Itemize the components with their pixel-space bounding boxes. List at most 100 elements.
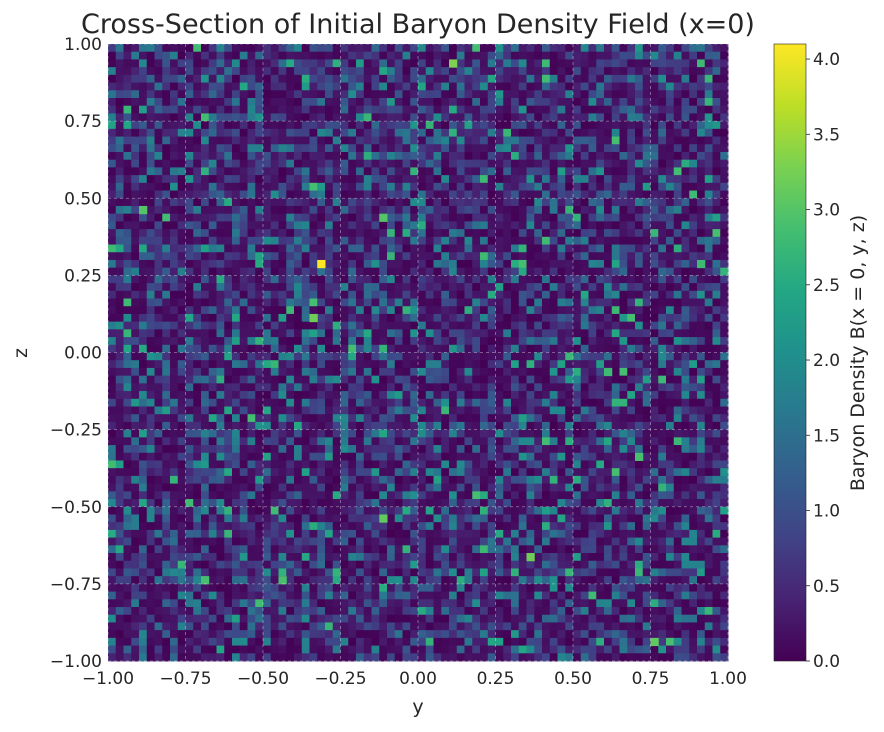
heatmap-cell [689, 51, 698, 60]
heatmap-cell [139, 229, 148, 238]
heatmap-cell [495, 144, 504, 153]
heatmap-cell [441, 121, 450, 130]
heatmap-cell [193, 452, 202, 461]
heatmap-cell [139, 259, 148, 269]
heatmap-cell [131, 437, 140, 446]
heatmap-cell [573, 252, 582, 261]
heatmap-cell [480, 429, 489, 438]
heatmap-cell [317, 128, 326, 138]
heatmap-cell [371, 337, 380, 346]
heatmap-cell [356, 82, 365, 91]
heatmap-cell [139, 398, 148, 407]
heatmap-cell [371, 190, 380, 199]
heatmap-cell [131, 306, 140, 315]
heatmap-cell [379, 44, 388, 53]
heatmap-cell [216, 506, 225, 515]
heatmap-cell [309, 121, 318, 130]
heatmap-cell [410, 59, 419, 68]
heatmap-cell [394, 383, 403, 392]
heatmap-cell [673, 167, 682, 176]
heatmap-cell [185, 159, 194, 168]
heatmap-cell [526, 313, 535, 323]
heatmap-cell [503, 159, 512, 168]
heatmap-cell [363, 59, 372, 68]
heatmap-cell [549, 445, 558, 454]
heatmap-cell [170, 506, 179, 515]
heatmap-cell [201, 306, 210, 315]
heatmap-cell [340, 267, 349, 276]
heatmap-cell [394, 236, 403, 246]
heatmap-cell [340, 514, 349, 523]
heatmap-cell [356, 113, 365, 122]
heatmap-cell [278, 128, 287, 138]
heatmap-cell [131, 105, 140, 114]
heatmap-cell [216, 452, 225, 461]
heatmap-cell [402, 298, 411, 307]
heatmap-cell [704, 229, 713, 238]
heatmap-cell [604, 267, 613, 276]
heatmap-cell [154, 59, 163, 68]
heatmap-cell [611, 506, 620, 515]
heatmap-cell [154, 352, 163, 361]
heatmap-cell [611, 244, 620, 253]
heatmap-cell [650, 267, 659, 276]
heatmap-cell [611, 82, 620, 91]
heatmap-cell [294, 367, 303, 377]
heatmap-cell [588, 375, 597, 384]
heatmap-cell [332, 406, 341, 415]
heatmap-cell [619, 105, 628, 114]
heatmap-cell [363, 67, 372, 76]
heatmap-cell [139, 468, 148, 477]
heatmap-cell [542, 452, 551, 461]
heatmap-cell [619, 421, 628, 431]
heatmap-cell [464, 475, 473, 485]
heatmap-cell [309, 352, 318, 361]
heatmap-cell [402, 97, 411, 107]
heatmap-cell [115, 499, 124, 508]
heatmap-cell [239, 221, 248, 230]
heatmap-cell [294, 437, 303, 446]
heatmap-cell [177, 267, 186, 276]
heatmap-cell [286, 375, 295, 384]
heatmap-cell [542, 244, 551, 253]
heatmap-cell [650, 51, 659, 60]
heatmap-cell [270, 298, 279, 307]
heatmap-cell [185, 491, 194, 500]
heatmap-cell [208, 352, 217, 361]
heatmap-cell [332, 306, 341, 315]
heatmap-cell [170, 128, 179, 138]
heatmap-cell [425, 452, 434, 461]
heatmap-cell [611, 321, 620, 330]
heatmap-cell [139, 182, 148, 192]
heatmap-cell [503, 283, 512, 292]
heatmap-cell [573, 283, 582, 292]
heatmap-cell [294, 475, 303, 485]
heatmap-cell [356, 229, 365, 238]
heatmap-cell [131, 121, 140, 130]
heatmap-cell [286, 229, 295, 238]
heatmap-cell [216, 514, 225, 523]
heatmap-cell [146, 67, 155, 76]
heatmap-cell [658, 391, 667, 400]
heatmap-cell [604, 406, 613, 415]
heatmap-cell [232, 151, 241, 161]
heatmap-cell [425, 421, 434, 431]
heatmap-cell [208, 421, 217, 431]
heatmap-cell [263, 198, 272, 207]
heatmap-cell [642, 113, 651, 122]
heatmap-cell [402, 414, 411, 423]
heatmap-cell [270, 259, 279, 269]
heatmap-cell [139, 167, 148, 176]
heatmap-cell [681, 421, 690, 431]
heatmap-cell [573, 391, 582, 400]
heatmap-cell [542, 190, 551, 199]
heatmap-cell [511, 283, 520, 292]
heatmap-cell [480, 159, 489, 168]
heatmap-cell [441, 275, 450, 284]
heatmap-cell [216, 175, 225, 184]
heatmap-cell [294, 267, 303, 276]
heatmap-cell [270, 491, 279, 500]
heatmap-cell [317, 421, 326, 431]
heatmap-cell [379, 460, 388, 469]
heatmap-cell [309, 175, 318, 184]
